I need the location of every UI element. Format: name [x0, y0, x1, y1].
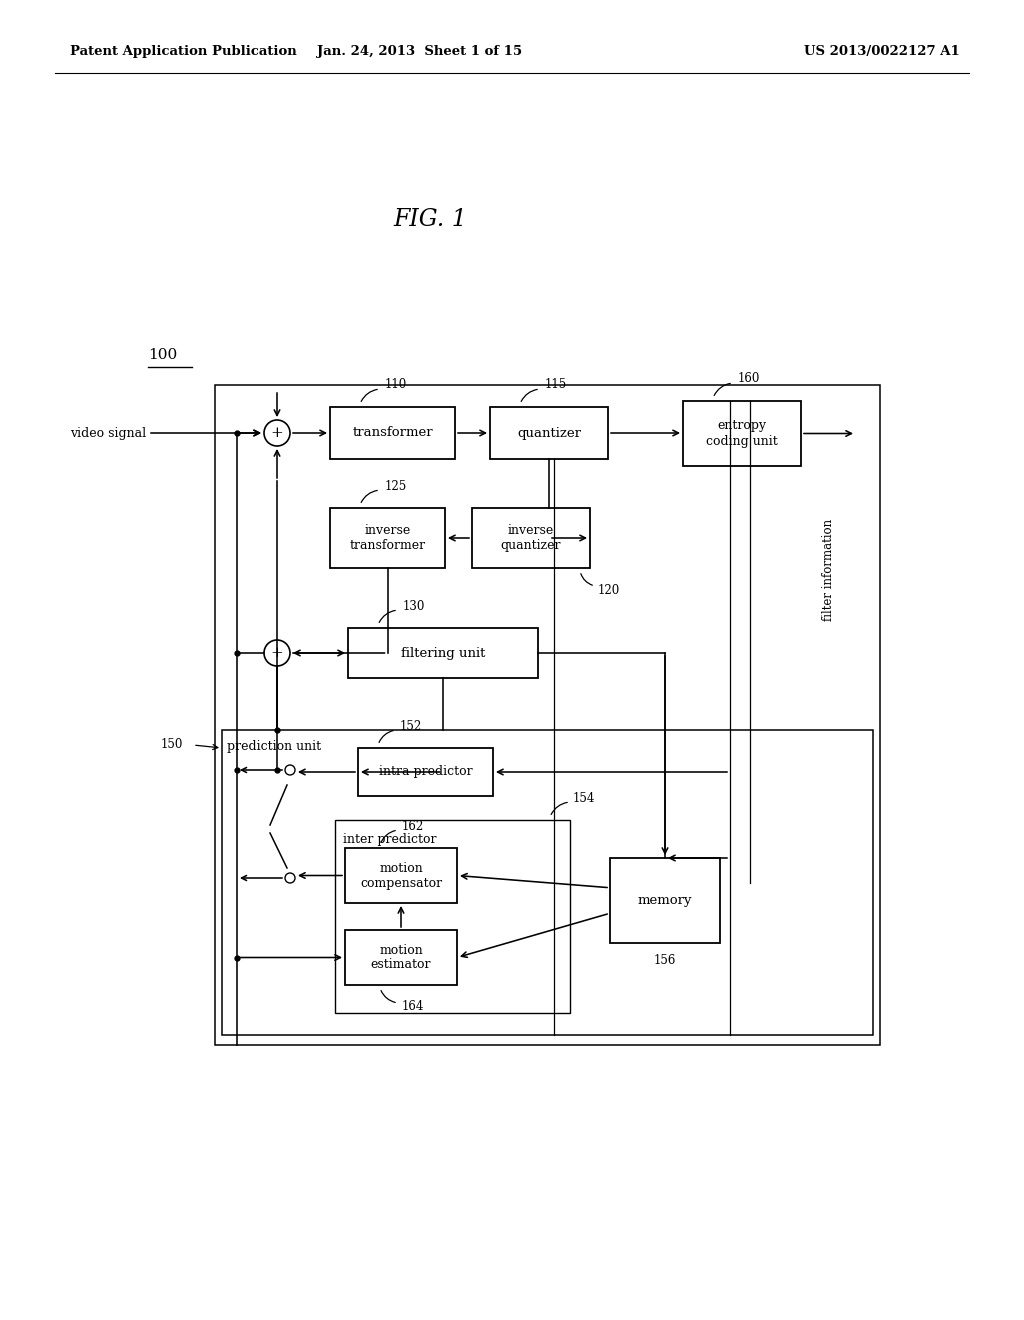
Bar	[348, 628, 538, 678]
Text: 100: 100	[148, 348, 177, 362]
Bar	[472, 508, 590, 568]
Bar	[490, 407, 608, 459]
Bar	[215, 385, 880, 1045]
Text: inter predictor: inter predictor	[343, 833, 436, 846]
Text: 164: 164	[402, 1001, 424, 1014]
Text: 115: 115	[545, 379, 567, 392]
Bar	[330, 508, 445, 568]
Text: 156: 156	[653, 954, 676, 968]
Bar	[610, 858, 720, 942]
Text: quantizer: quantizer	[517, 426, 581, 440]
Text: Patent Application Publication: Patent Application Publication	[70, 45, 297, 58]
Text: 120: 120	[598, 583, 621, 597]
Text: 110: 110	[385, 379, 408, 392]
Bar	[335, 820, 570, 1012]
Text: inverse
quantizer: inverse quantizer	[501, 524, 561, 552]
Text: 162: 162	[402, 820, 424, 833]
Bar	[330, 407, 455, 459]
Text: 150: 150	[161, 738, 183, 751]
Text: Jan. 24, 2013  Sheet 1 of 15: Jan. 24, 2013 Sheet 1 of 15	[317, 45, 522, 58]
Text: motion
compensator: motion compensator	[360, 862, 442, 890]
Bar	[683, 401, 801, 466]
Text: 130: 130	[403, 599, 425, 612]
Text: filter information: filter information	[822, 519, 835, 622]
Text: video signal: video signal	[70, 426, 146, 440]
Text: intra predictor: intra predictor	[379, 766, 472, 779]
Text: filtering unit: filtering unit	[400, 647, 485, 660]
Text: +: +	[270, 426, 284, 440]
Text: US 2013/0022127 A1: US 2013/0022127 A1	[804, 45, 961, 58]
Text: 160: 160	[738, 372, 761, 385]
Text: +: +	[270, 645, 284, 660]
Text: 125: 125	[385, 479, 408, 492]
Text: memory: memory	[638, 894, 692, 907]
Text: motion
estimator: motion estimator	[371, 944, 431, 972]
Bar	[345, 931, 457, 985]
Bar	[358, 748, 493, 796]
Bar	[222, 730, 873, 1035]
Text: FIG. 1: FIG. 1	[393, 209, 467, 231]
Text: 152: 152	[400, 719, 422, 733]
Text: transformer: transformer	[352, 426, 433, 440]
Text: inverse
transformer: inverse transformer	[349, 524, 426, 552]
Text: 154: 154	[573, 792, 595, 804]
Bar	[345, 847, 457, 903]
Text: entropy
coding unit: entropy coding unit	[707, 420, 778, 447]
Text: prediction unit: prediction unit	[227, 741, 322, 752]
